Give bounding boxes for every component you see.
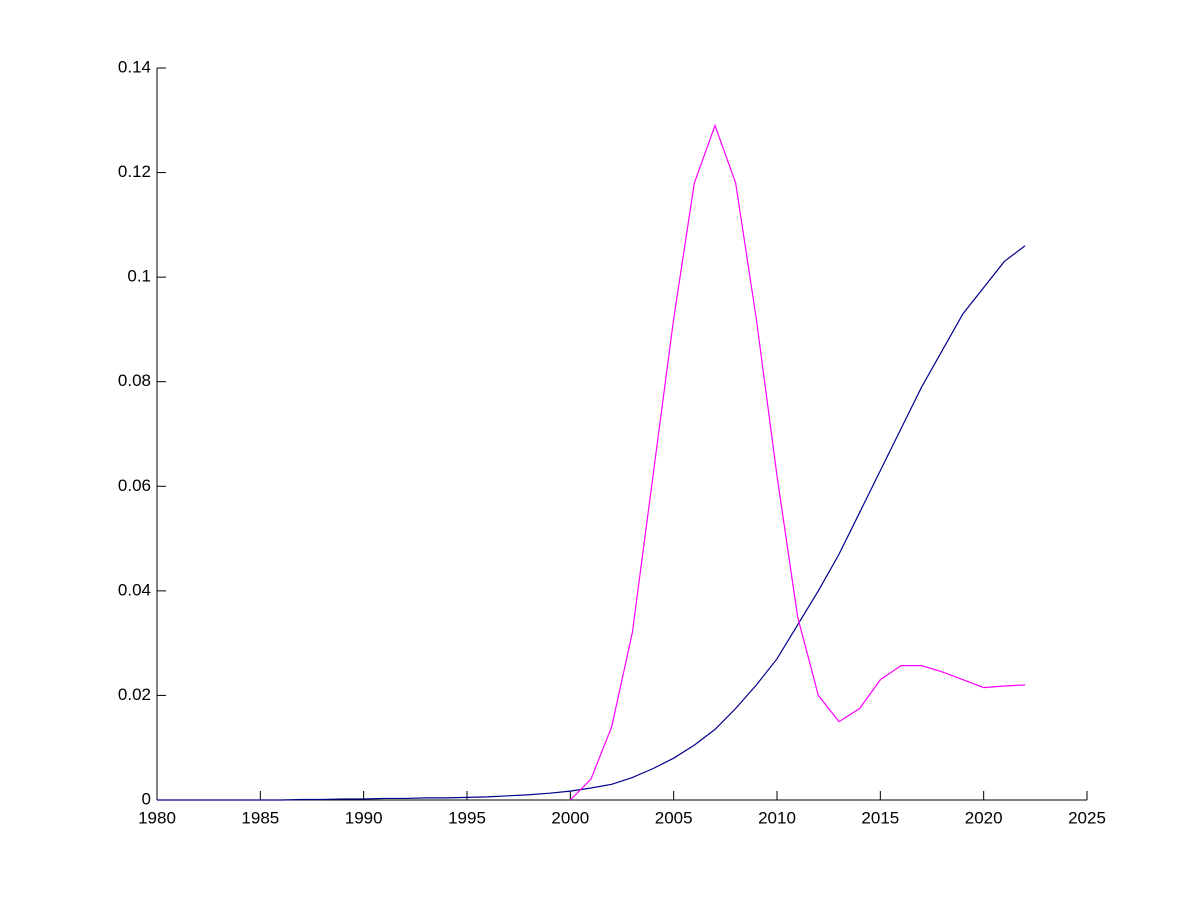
x-tick-label: 2000	[551, 808, 589, 827]
y-tick-label: 0.04	[118, 580, 151, 599]
y-tick-label: 0	[142, 789, 151, 808]
y-tick-label: 0.02	[118, 685, 151, 704]
x-tick-label: 2015	[861, 808, 899, 827]
x-tick-label: 2010	[758, 808, 796, 827]
line-series	[157, 245, 1026, 801]
x-tick-label: 1990	[345, 808, 383, 827]
x-tick-label: 2025	[1068, 808, 1106, 827]
x-tick-label: 1995	[448, 808, 486, 827]
y-tick-label: 0.06	[118, 476, 151, 495]
y-tick-label: 0.08	[118, 371, 151, 390]
y-tick-label: 0.14	[118, 57, 151, 76]
y-tick-label: 0.1	[127, 267, 151, 286]
x-tick-label: 2020	[965, 808, 1003, 827]
y-tick-label: 0.12	[118, 162, 151, 181]
x-tick-label: 1985	[241, 808, 279, 827]
x-tick-label: 1980	[138, 808, 176, 827]
line-series	[569, 123, 1026, 801]
x-tick-label: 2005	[655, 808, 693, 827]
